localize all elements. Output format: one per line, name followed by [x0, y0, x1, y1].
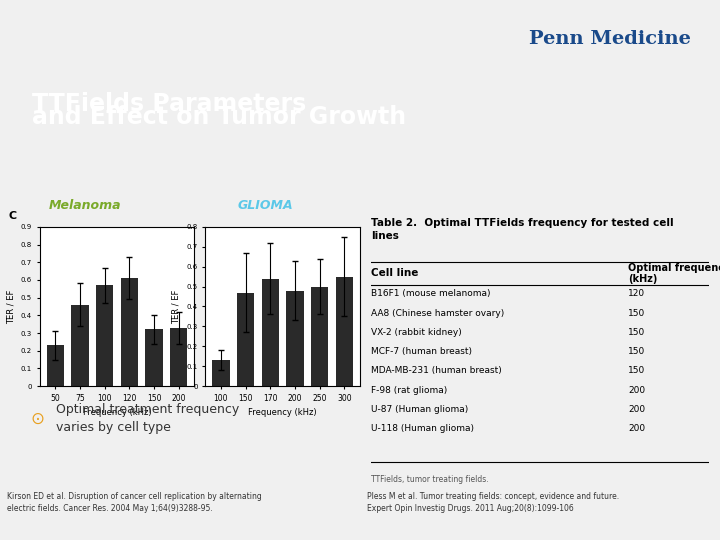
Text: TTFields Parameters: TTFields Parameters — [32, 92, 307, 116]
Bar — [170, 328, 187, 386]
Text: Pless M et al. Tumor treating fields: concept, evidence and future.
Expert Opin : Pless M et al. Tumor treating fields: co… — [367, 492, 619, 513]
X-axis label: Frequency (kHz): Frequency (kHz) — [83, 408, 151, 417]
Text: Kirson ED et al. Disruption of cancer cell replication by alternating
electric f: Kirson ED et al. Disruption of cancer ce… — [7, 492, 262, 513]
Bar — [96, 285, 113, 386]
Text: F-98 (rat glioma): F-98 (rat glioma) — [371, 386, 447, 395]
Text: Optimal frequency
(kHz): Optimal frequency (kHz) — [628, 262, 720, 284]
Text: MDA-MB-231 (human breast): MDA-MB-231 (human breast) — [371, 367, 502, 375]
Text: TTFields, tumor treating fields.: TTFields, tumor treating fields. — [371, 475, 488, 484]
Text: B16F1 (mouse melanoma): B16F1 (mouse melanoma) — [371, 289, 490, 299]
Text: Melanoma: Melanoma — [49, 199, 121, 212]
Text: U-118 (Human glioma): U-118 (Human glioma) — [371, 424, 474, 433]
X-axis label: Frequency (kHz): Frequency (kHz) — [248, 408, 317, 417]
Bar — [47, 346, 64, 386]
Text: 150: 150 — [628, 309, 645, 318]
Text: Optimal treatment frequency
varies by cell type: Optimal treatment frequency varies by ce… — [56, 403, 240, 434]
Text: 200: 200 — [628, 386, 645, 395]
Text: VX-2 (rabbit kidney): VX-2 (rabbit kidney) — [371, 328, 462, 337]
Text: Cell line: Cell line — [371, 268, 418, 279]
Text: 150: 150 — [628, 367, 645, 375]
Text: C: C — [9, 211, 17, 221]
Text: Penn Medicine: Penn Medicine — [529, 30, 691, 48]
Text: 200: 200 — [628, 424, 645, 433]
Y-axis label: TER / EF: TER / EF — [6, 289, 15, 323]
Text: AA8 (Chinese hamster ovary): AA8 (Chinese hamster ovary) — [371, 309, 504, 318]
Bar — [287, 291, 304, 386]
Text: MCF-7 (human breast): MCF-7 (human breast) — [371, 347, 472, 356]
Y-axis label: TER / EF: TER / EF — [172, 289, 181, 323]
Text: U-87 (Human glioma): U-87 (Human glioma) — [371, 405, 468, 414]
Text: ⊙: ⊙ — [30, 409, 44, 428]
Text: GLIOMA: GLIOMA — [237, 199, 293, 212]
Text: 150: 150 — [628, 328, 645, 337]
Bar — [212, 360, 230, 386]
Bar — [145, 329, 163, 386]
Bar — [311, 287, 328, 386]
Text: 150: 150 — [628, 347, 645, 356]
Bar — [71, 305, 89, 386]
Bar — [121, 278, 138, 386]
Text: 200: 200 — [628, 405, 645, 414]
Text: Table 2.  Optimal TTFields frequency for tested cell
lines: Table 2. Optimal TTFields frequency for … — [371, 218, 673, 241]
Bar — [261, 279, 279, 386]
Text: and Effect on Tumor Growth: and Effect on Tumor Growth — [32, 105, 407, 129]
Bar — [336, 276, 353, 386]
Text: 120: 120 — [628, 289, 645, 299]
Bar — [237, 293, 254, 386]
